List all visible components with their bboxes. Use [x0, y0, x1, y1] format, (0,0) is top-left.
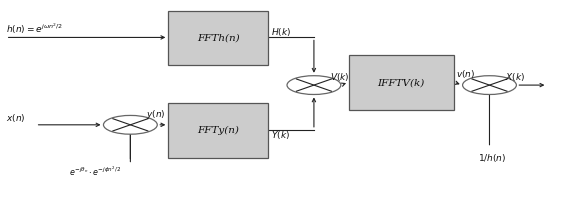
Text: FFTy(n): FFTy(n)	[197, 126, 239, 135]
Text: $H(k)$: $H(k)$	[271, 26, 291, 38]
FancyBboxPatch shape	[168, 103, 268, 158]
Circle shape	[103, 115, 157, 134]
Text: $h(n)=e^{j\omega n^2/2}$: $h(n)=e^{j\omega n^2/2}$	[6, 21, 62, 36]
Text: $Y(k)$: $Y(k)$	[271, 129, 290, 141]
Text: IFFTV(k): IFFTV(k)	[378, 78, 425, 87]
FancyBboxPatch shape	[349, 55, 454, 110]
Text: $V(k)$: $V(k)$	[330, 71, 350, 83]
Circle shape	[287, 76, 341, 95]
Text: $1/h(n)$: $1/h(n)$	[478, 151, 506, 164]
Text: $X(k)$: $X(k)$	[505, 71, 525, 83]
Text: $y(n)$: $y(n)$	[146, 108, 166, 121]
Text: $e^{-j\theta_n}\cdot e^{-j\phi n^2/2}$: $e^{-j\theta_n}\cdot e^{-j\phi n^2/2}$	[69, 165, 121, 178]
Text: FFTh(n): FFTh(n)	[197, 33, 239, 42]
Circle shape	[463, 76, 516, 95]
FancyBboxPatch shape	[168, 11, 268, 65]
Text: $x(n)$: $x(n)$	[6, 112, 25, 124]
Text: $v(n)$: $v(n)$	[456, 68, 475, 80]
